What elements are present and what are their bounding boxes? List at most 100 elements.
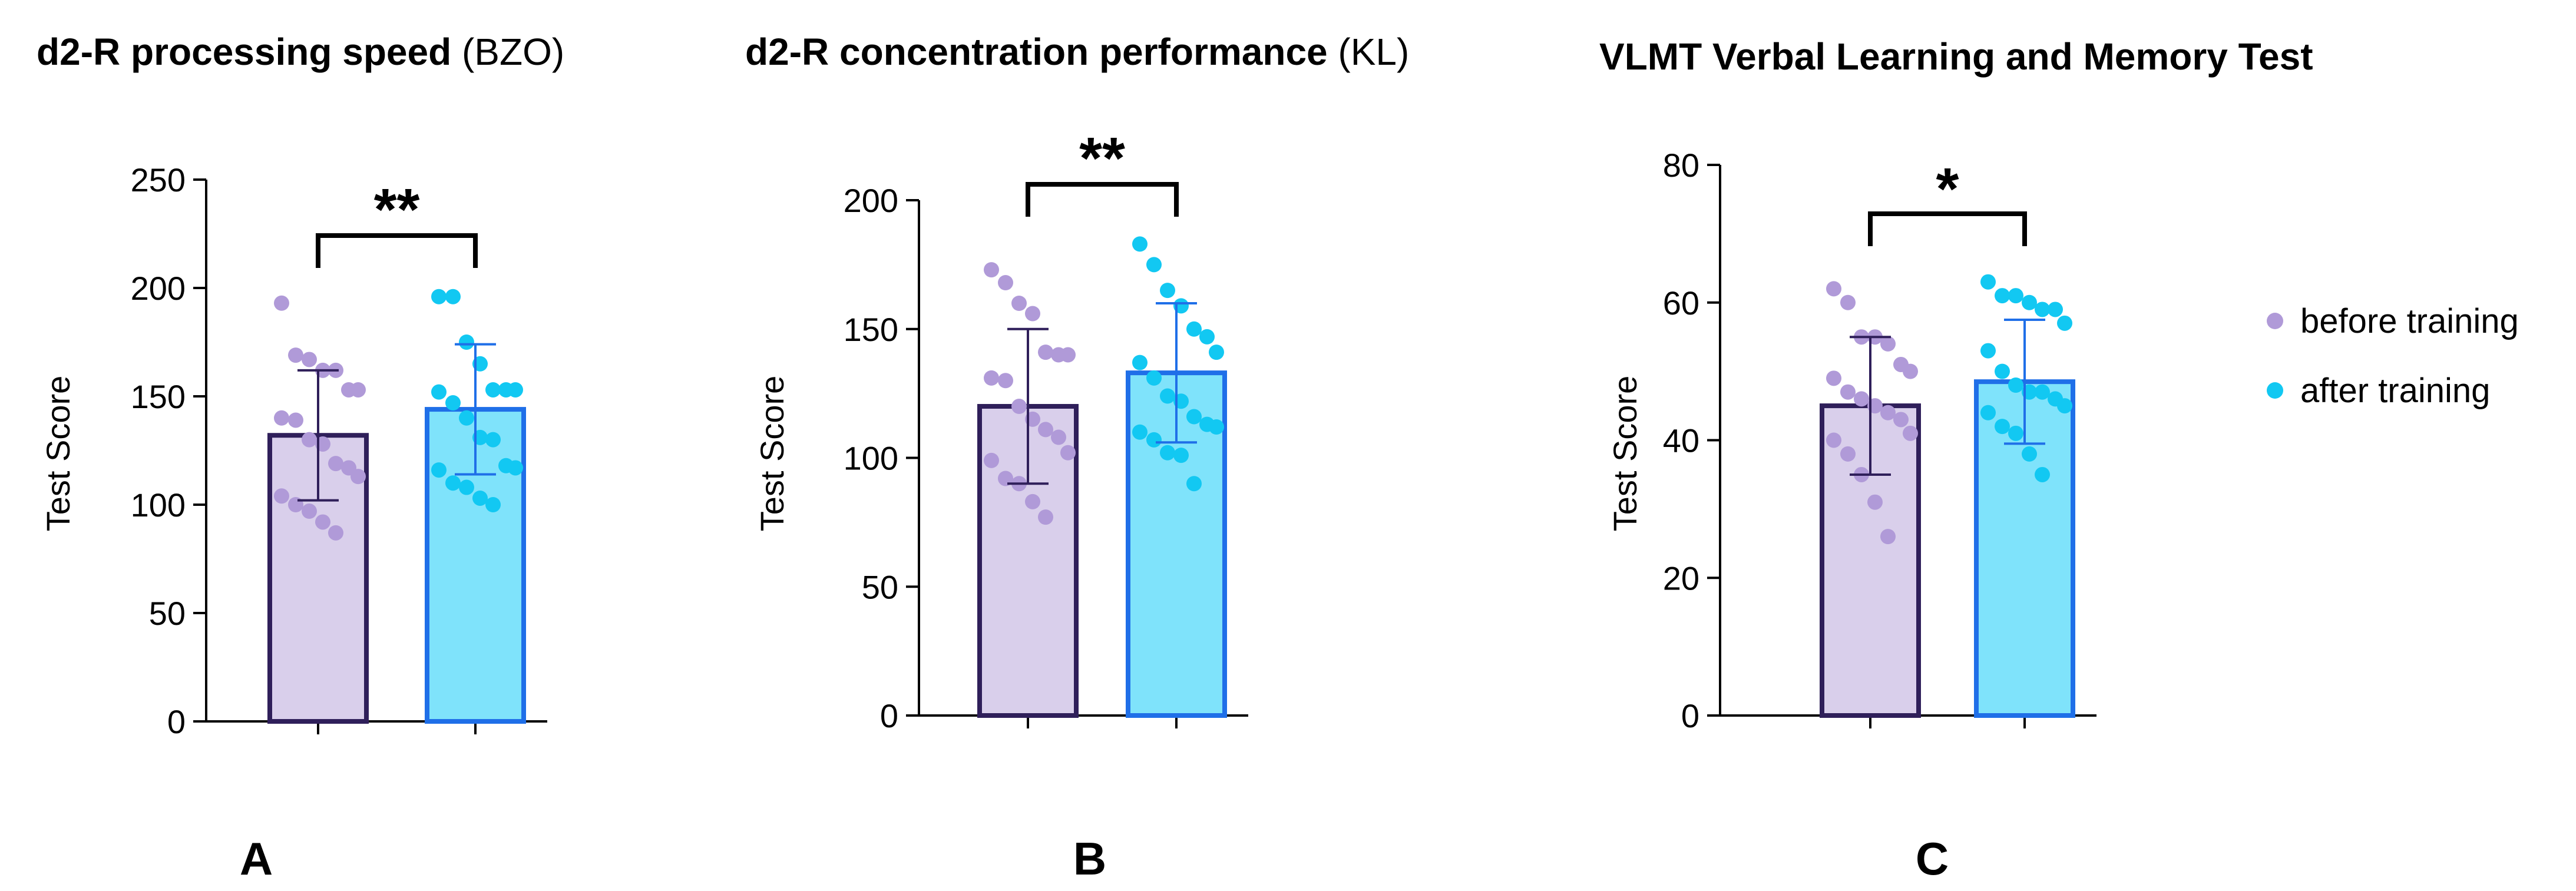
panel-a-point-before [302,504,317,519]
panel-c-point-after [2048,302,2063,317]
panel-c-significance-bracket [1868,211,2027,246]
panel-c-point-before [1840,446,1856,462]
panel-c-point-before [1867,494,1883,510]
panel-b-title-normal: (KL) [1328,31,1410,73]
panel-c-point-after [1980,405,1996,420]
panel-b-point-before [984,262,999,278]
panel-c-significance-label: * [1936,156,1959,222]
panel-c-point-after [2008,425,2023,441]
panel-b-point-before [1011,399,1027,414]
panel-c-point-after [2022,294,2037,310]
panel-b-ytick-label: 100 [844,440,898,477]
panel-a-point-after [445,289,461,304]
panel-b-point-after [1186,321,1202,337]
panel-b-point-after [1146,432,1162,448]
panel-c-point-after [1995,419,2010,435]
legend-after-marker [2267,382,2283,399]
panel-a-point-after [445,475,461,491]
panel-b-ytick-label: 0 [880,697,898,734]
panel-c-point-before [1826,370,1841,386]
panel-b-plot: 0 50 100 150 200 ** [844,125,1248,734]
panel-b-ytick-label: 150 [844,311,898,348]
panel-a-point-before [350,469,366,485]
panel-b-significance-label: ** [1079,125,1125,191]
panel-a-ytick-label: 200 [131,270,186,307]
panel-c-point-before [1903,425,1918,441]
panel-a-point-after [485,497,501,512]
panel-a-significance-label: ** [374,177,420,243]
panel-a-point-before [274,410,289,426]
panel-a-point-before [328,456,343,472]
panel-b-point-before [1038,422,1053,438]
panel-c-ytick-label: 0 [1681,697,1699,734]
panel-a-ylabel: Test Score [39,376,77,532]
panel-c-title: VLMT Verbal Learning and Memory Test [1599,35,2313,78]
panel-a-ytick-label: 150 [131,378,186,415]
panel-c-point-before [1826,432,1841,448]
panel-b-point-before [1060,445,1076,461]
panel-b-point-before [984,452,999,468]
panel-a-point-before [350,382,366,398]
panel-b-letter: B [1073,833,1106,885]
panel-a-point-before [288,412,303,428]
legend-before-marker [2267,313,2283,329]
panel-a-point-after [459,334,474,350]
panel-a-point-before [302,352,317,367]
legend: before training after training [2267,302,2519,410]
panel-b-ytick-label: 200 [844,182,898,219]
panel-c-letter: C [1916,833,1949,885]
panel-c-point-after [1980,343,1996,359]
panel-c-point-before [1840,384,1856,400]
panel-c-point-after [2008,288,2023,304]
panel-c-point-after [2022,446,2037,462]
panel-a-point-after [431,384,447,400]
panel-b-point-after [1160,445,1175,461]
panel-c-ylabel: Test Score [1606,376,1644,532]
panel-a-point-after [472,490,488,506]
legend-before-label: before training [2300,302,2519,340]
panel-a-point-after [445,395,461,411]
panel-c-point-after [1995,363,2010,379]
panel-a-significance-bracket [316,233,478,268]
panel-a-title-normal: (BZO) [451,31,564,73]
panel-a: d2-R processing speed (BZO) Test Score 0… [37,31,564,885]
panel-b-point-after [1160,283,1175,299]
panel-a-title: d2-R processing speed (BZO) [37,31,564,73]
panel-b-point-after [1186,409,1202,425]
panel-b: d2-R concentration performance (KL) Test… [745,31,1409,885]
panel-a-point-before [315,514,330,530]
panel-b-point-after [1173,448,1189,463]
panel-c-point-before [1826,281,1841,297]
panel-b-point-before [1051,429,1066,445]
panel-b-point-after [1132,236,1148,252]
panel-a-ytick-label: 0 [167,703,186,740]
panel-c-point-before [1854,391,1869,407]
panel-b-ytick-label: 50 [862,568,898,605]
panel-b-title: d2-R concentration performance (KL) [745,31,1409,73]
panel-c-point-before [1840,294,1856,310]
panel-c-ytick-label: 20 [1663,559,1699,597]
panel-a-ytick-label: 250 [131,161,186,198]
panel-b-point-before [1060,347,1076,363]
panel-c-point-after [2035,302,2050,317]
panel-b-point-after [1146,370,1162,386]
panel-b-point-after [1209,345,1224,360]
panel-c: VLMT Verbal Learning and Memory Test Tes… [1599,35,2313,885]
panel-c-point-after [2008,377,2023,393]
panel-b-point-before [1011,296,1027,311]
panel-b-point-before [998,373,1013,389]
panel-b-point-before [998,471,1013,486]
panel-c-ytick-label: 80 [1663,147,1699,184]
panel-a-letter: A [240,833,273,885]
panel-b-point-after [1132,355,1148,370]
panel-b-significance-bracket [1026,182,1179,217]
panel-c-point-before [1903,363,1918,379]
panel-b-point-after [1209,419,1224,435]
panel-c-point-after [2057,398,2072,414]
panel-c-point-before [1880,529,1896,545]
panel-c-plot: 0 20 40 60 80 * [1663,147,2096,734]
panel-a-point-after [485,432,501,448]
panel-b-point-after [1132,424,1148,440]
panel-b-point-after [1199,329,1215,345]
